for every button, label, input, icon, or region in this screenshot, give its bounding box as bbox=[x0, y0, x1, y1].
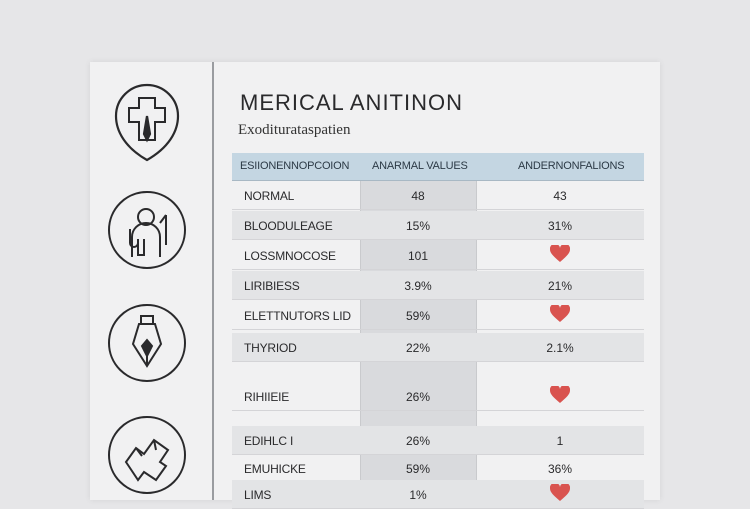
row-comparison: 43 bbox=[553, 189, 567, 203]
row-value: 59% bbox=[405, 462, 431, 476]
table-row: EDIHLC I 26% 1 bbox=[232, 426, 644, 455]
table-row: LIRIBIESS 3.9% 21% bbox=[232, 271, 644, 300]
icon-rail bbox=[90, 62, 214, 500]
table-row: THYRIOD 22% 2.1% bbox=[232, 333, 644, 362]
heart-icon bbox=[476, 245, 644, 266]
table-row: ELETTNUTORS LID 59% bbox=[232, 301, 644, 330]
row-value: 22% bbox=[405, 341, 431, 355]
values-table: ESIIONENNOPCOION ANARMAL VALUES ANDERNON… bbox=[232, 153, 644, 181]
row-label: LIRIBIESS bbox=[244, 279, 300, 293]
row-label: LOSSMNOCOSE bbox=[244, 249, 336, 263]
row-label: ELETTNUTORS LID bbox=[244, 309, 351, 323]
table-row: LIMS 1% bbox=[232, 480, 644, 509]
row-comparison: 1 bbox=[556, 434, 564, 448]
table-row: RIHIIEIE 26% bbox=[232, 382, 644, 411]
page-title: MERICAL ANITINON bbox=[240, 90, 463, 115]
column-header: ANDERNONFALIONS bbox=[518, 160, 625, 172]
row-label: EMUHICKE bbox=[244, 462, 306, 476]
row-comparison: 2.1% bbox=[546, 341, 574, 355]
row-value: 26% bbox=[405, 434, 431, 448]
table-row: BLOODULEAGE 15% 31% bbox=[232, 211, 644, 240]
document-sheet: MERICAL ANITINON Exoditurataspatien ESII… bbox=[90, 62, 660, 509]
column-header: ESIIONENNOPCOION bbox=[240, 160, 350, 172]
row-label: EDIHLC I bbox=[244, 434, 294, 448]
puzzle-hand-icon bbox=[106, 414, 188, 496]
row-value: 26% bbox=[405, 390, 431, 404]
pen-nib-icon bbox=[106, 302, 188, 384]
row-label: THYRIOD bbox=[244, 341, 297, 355]
shield-cross-icon bbox=[106, 82, 188, 164]
row-value: 59% bbox=[405, 309, 431, 323]
heart-icon bbox=[476, 484, 644, 505]
row-value: 101 bbox=[407, 249, 429, 263]
heart-icon bbox=[476, 386, 644, 407]
row-comparison: 21% bbox=[547, 279, 573, 293]
row-label: NORMAL bbox=[244, 189, 295, 203]
row-label: RIHIIEIE bbox=[244, 390, 290, 404]
page-subtitle: Exoditurataspatien bbox=[238, 122, 351, 138]
table-row: EMUHICKE 59% 36% bbox=[232, 454, 644, 483]
doctor-icon bbox=[106, 189, 188, 271]
row-comparison: 31% bbox=[547, 219, 573, 233]
row-value: 48 bbox=[411, 189, 425, 203]
row-label: BLOODULEAGE bbox=[244, 219, 333, 233]
heart-icon bbox=[476, 305, 644, 326]
table-row: NORMAL 48 43 bbox=[232, 181, 644, 210]
table-header: ESIIONENNOPCOION ANARMAL VALUES ANDERNON… bbox=[232, 153, 644, 181]
row-label: LIMS bbox=[244, 488, 272, 502]
column-header: ANARMAL VALUES bbox=[372, 160, 468, 172]
row-comparison: 36% bbox=[547, 462, 573, 476]
row-value: 3.9% bbox=[404, 279, 432, 293]
table-row: LOSSMNOCOSE 101 bbox=[232, 241, 644, 270]
row-value: 15% bbox=[405, 219, 431, 233]
row-value: 1% bbox=[409, 488, 427, 502]
